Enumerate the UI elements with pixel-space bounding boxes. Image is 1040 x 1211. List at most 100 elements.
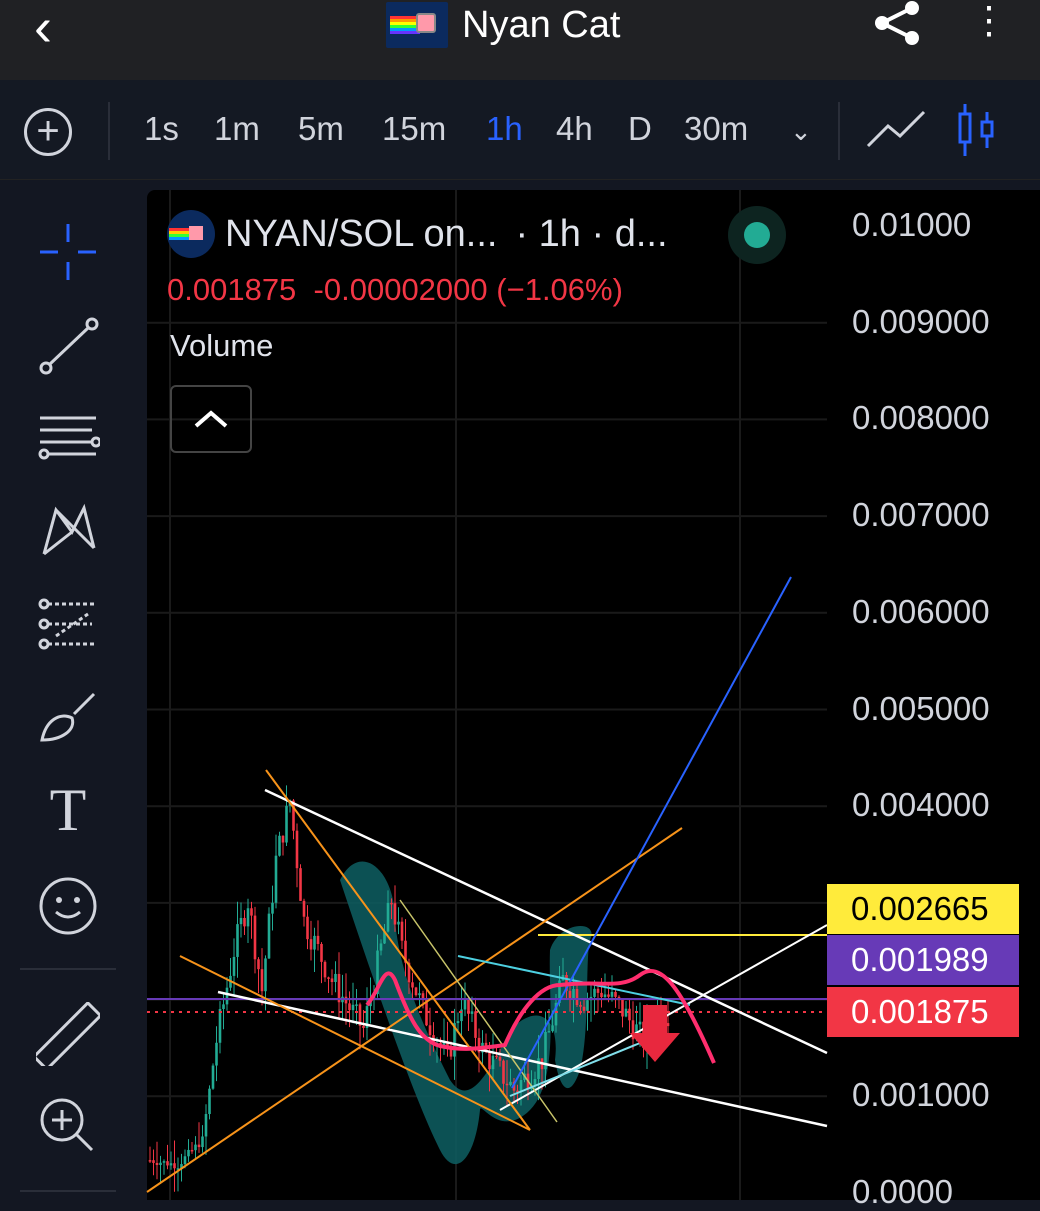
fib-icon[interactable] xyxy=(30,586,106,662)
candle-body xyxy=(215,1042,218,1066)
crosshair-icon[interactable] xyxy=(30,214,106,290)
price-tag: 0.002665 xyxy=(827,884,1019,934)
horizontal-lines-icon[interactable] xyxy=(30,400,106,476)
candle-body xyxy=(516,1090,519,1093)
divider xyxy=(838,102,840,160)
divider xyxy=(108,102,110,160)
trendline xyxy=(511,576,792,1089)
symbol-legend[interactable]: NYAN/SOL on... · 1h · d... xyxy=(167,210,668,258)
candle-body xyxy=(449,1046,453,1057)
candle-body xyxy=(176,1168,180,1170)
candle-body xyxy=(376,950,379,994)
text-icon[interactable]: T xyxy=(49,776,87,843)
candle-body xyxy=(302,900,306,917)
candle-body xyxy=(460,1009,463,1022)
candle-body xyxy=(547,1031,551,1033)
candle-body xyxy=(278,835,281,856)
price-axis-label: 0.008000 xyxy=(852,399,990,437)
candle-body xyxy=(386,902,390,932)
trend-line-icon[interactable] xyxy=(30,308,106,384)
symbol-name: NYAN/SOL on... xyxy=(225,212,498,255)
candle-body xyxy=(274,855,278,903)
collapse-legend-button[interactable] xyxy=(170,385,252,453)
timeframe-30m[interactable]: 30m xyxy=(684,110,749,147)
candle-body xyxy=(211,1065,215,1089)
candle-body xyxy=(316,935,320,944)
candle-body xyxy=(666,1023,670,1027)
timeframe-dropdown-chevron-icon[interactable]: ⌄ xyxy=(790,116,812,146)
candle-body xyxy=(159,1162,162,1165)
candle-body xyxy=(404,940,407,963)
timeframe-5m[interactable]: 5m xyxy=(298,110,344,147)
candle-body xyxy=(537,1058,540,1079)
candle-body xyxy=(533,1078,537,1086)
projection-curve xyxy=(365,968,716,1064)
timeframe-1s[interactable]: 1s xyxy=(144,110,179,147)
candle-body xyxy=(295,830,299,869)
candle-body xyxy=(166,1161,169,1166)
candle-body xyxy=(488,1051,491,1070)
pattern-icon[interactable] xyxy=(30,492,106,568)
timeframe-D[interactable]: D xyxy=(628,110,652,147)
price-axis-label: 0.004000 xyxy=(852,786,990,824)
candle-body xyxy=(421,993,425,999)
candle-body xyxy=(344,996,348,1004)
brush-icon[interactable] xyxy=(30,678,106,754)
candle-body xyxy=(593,988,596,997)
candle-body xyxy=(390,902,393,905)
symbol-interval: · 1h · d... xyxy=(515,212,668,255)
line-chart-icon[interactable] xyxy=(866,110,926,150)
more-vertical-icon[interactable]: ⋮ xyxy=(970,0,1008,42)
emoji-icon[interactable] xyxy=(30,868,106,944)
candle-body xyxy=(400,921,404,941)
candle-body xyxy=(306,916,309,940)
candle-body xyxy=(582,1006,586,1011)
candle-body xyxy=(596,988,600,993)
candle-body xyxy=(456,1021,460,1024)
candle-body xyxy=(348,1003,351,1011)
share-icon[interactable] xyxy=(870,0,926,46)
candle-body xyxy=(194,1144,197,1151)
candle-body xyxy=(579,1005,582,1007)
trendline xyxy=(179,955,531,1131)
trendline xyxy=(265,769,531,1131)
header-title: Nyan Cat xyxy=(386,0,620,50)
candle-body xyxy=(257,959,260,970)
candle-body xyxy=(502,1060,505,1084)
timeframe-15m[interactable]: 15m xyxy=(382,110,447,147)
candle-body xyxy=(474,1011,477,1038)
divider xyxy=(20,968,116,970)
volume-indicator-label[interactable]: Volume xyxy=(170,328,274,363)
chevron-up-icon xyxy=(194,410,228,428)
back-chevron-left-icon[interactable]: ‹ xyxy=(34,0,52,57)
candle-body xyxy=(190,1149,194,1152)
timeframe-4h[interactable]: 4h xyxy=(556,110,593,147)
candle-body xyxy=(323,961,327,978)
candle-body xyxy=(313,935,316,950)
candle-body xyxy=(264,958,267,992)
candle-body xyxy=(575,988,579,1006)
add-indicator-plus-icon[interactable]: + xyxy=(24,108,72,156)
candle-body xyxy=(337,973,341,1003)
candle-body xyxy=(495,1055,498,1058)
timeframe-1h[interactable]: 1h xyxy=(486,110,523,147)
candle-body xyxy=(232,956,236,976)
market-status-indicator[interactable] xyxy=(728,206,786,264)
ruler-icon[interactable] xyxy=(30,996,106,1072)
candle-body xyxy=(208,1088,211,1115)
candlestick-icon[interactable] xyxy=(956,102,996,158)
candle-body xyxy=(519,1080,523,1092)
candle-body xyxy=(246,908,250,927)
candle-body xyxy=(180,1164,183,1169)
title-text: Nyan Cat xyxy=(462,3,621,46)
zoom-in-icon[interactable] xyxy=(30,1088,106,1164)
candle-body xyxy=(544,1031,547,1070)
candle-body xyxy=(607,994,610,997)
timeframe-1m[interactable]: 1m xyxy=(214,110,260,147)
price-change-pct: (−1.06%) xyxy=(496,272,623,307)
status-dot xyxy=(744,222,770,248)
candle-body xyxy=(281,835,285,843)
candle-body xyxy=(309,939,313,950)
candle-body xyxy=(299,868,302,901)
